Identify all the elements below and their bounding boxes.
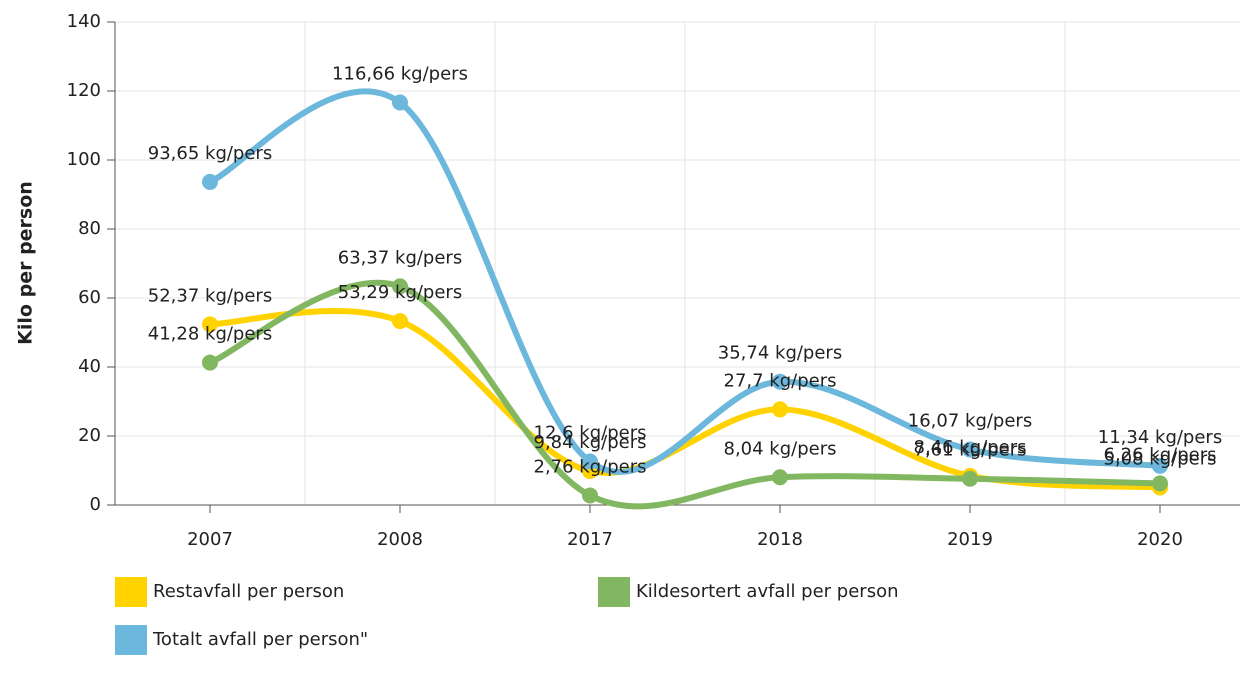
y-tick-label: 20	[78, 425, 101, 446]
data-point	[962, 470, 978, 487]
data-point	[1152, 457, 1168, 474]
data-label: 35,74 kg/pers	[718, 343, 842, 364]
y-tick-label: 100	[67, 149, 101, 170]
legend-swatch	[115, 577, 147, 607]
data-label: 116,66 kg/pers	[332, 64, 468, 85]
data-label: 41,28 kg/pers	[148, 324, 272, 345]
legend-swatch	[115, 625, 147, 655]
x-tick-label: 2019	[947, 529, 993, 550]
data-label: 6,26 kg/pers	[1104, 444, 1217, 465]
data-point	[202, 316, 218, 333]
data-label: 11,34 kg/pers	[1098, 427, 1222, 448]
data-point	[962, 441, 978, 458]
data-point	[772, 401, 788, 418]
data-label: 2,76 kg/pers	[534, 456, 647, 477]
data-label: 8,46 kg/pers	[914, 437, 1027, 458]
data-point	[772, 373, 788, 390]
data-label: 5,08 kg/pers	[1104, 448, 1217, 469]
data-label: 7,61 kg/pers	[914, 440, 1027, 461]
data-label: 16,07 kg/pers	[908, 411, 1032, 432]
y-tick-label: 60	[78, 287, 101, 308]
data-point	[582, 453, 598, 470]
data-label: 12,6 kg/pers	[534, 423, 647, 444]
x-tick-label: 2008	[377, 529, 423, 550]
x-tick-label: 2017	[567, 529, 613, 550]
x-tick-label: 2018	[757, 529, 803, 550]
y-tick-label: 120	[67, 80, 101, 101]
data-point	[392, 94, 408, 111]
legend-swatch	[598, 577, 630, 607]
data-point	[772, 469, 788, 486]
legend-label: Kildesortert avfall per person	[636, 581, 899, 602]
data-point	[392, 278, 408, 295]
data-point	[392, 313, 408, 330]
y-tick-label: 140	[67, 11, 101, 32]
y-axis-label: Kilo per person	[15, 181, 37, 345]
x-tick-label: 2007	[187, 529, 233, 550]
legend-label: Restavfall per person	[153, 581, 344, 602]
data-point	[582, 487, 598, 504]
data-point	[202, 173, 218, 190]
x-tick-label: 2020	[1137, 529, 1183, 550]
y-tick-label: 40	[78, 356, 101, 377]
data-label: 63,37 kg/pers	[338, 247, 462, 268]
data-label: 93,65 kg/pers	[148, 143, 272, 164]
data-label: 27,7 kg/pers	[724, 370, 837, 391]
data-label: 9,84 kg/pers	[534, 432, 647, 453]
data-point	[202, 354, 218, 371]
y-tick-label: 80	[78, 218, 101, 239]
legend-label: Totalt avfall per person"	[152, 629, 368, 650]
data-label: 52,37 kg/pers	[148, 285, 272, 306]
data-point	[1152, 475, 1168, 492]
y-tick-label: 0	[90, 494, 101, 515]
data-label: 8,04 kg/pers	[724, 438, 837, 459]
data-label: 53,29 kg/pers	[338, 282, 462, 303]
